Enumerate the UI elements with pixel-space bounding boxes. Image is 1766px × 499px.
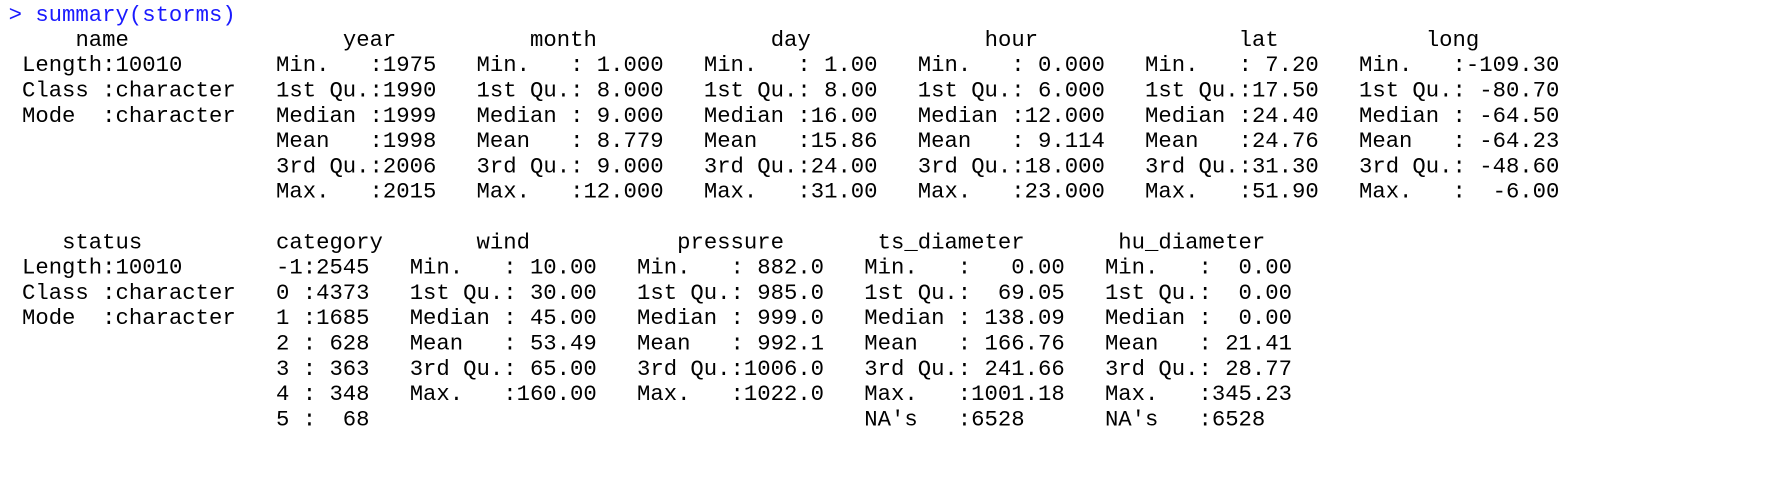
column-header: hour — [985, 27, 1038, 53]
summary-cell: Median : 9.000 — [477, 103, 664, 129]
command-prompt: > summary(storms) — [9, 2, 236, 28]
summary-cell: 4 : 348 — [276, 381, 370, 407]
summary-cell: Min. : 1.000 — [477, 52, 664, 78]
summary-cell: Mean : -64.23 — [1359, 128, 1559, 154]
summary-cell: Length:10010 — [22, 255, 182, 281]
summary-cell: Max. :12.000 — [477, 179, 664, 205]
summary-cell: Min. : 0.000 — [918, 52, 1105, 78]
summary-cell: Min. :-109.30 — [1359, 52, 1559, 78]
summary-cell: Class :character — [22, 280, 236, 306]
summary-cell: NA's :6528 — [864, 406, 1024, 432]
summary-cell: Min. : 10.00 — [410, 255, 597, 281]
summary-cell: Min. : 0.00 — [1105, 255, 1292, 281]
summary-cell: Median :24.40 — [1145, 103, 1319, 129]
column-header: month — [530, 27, 597, 53]
summary-cell: 3 : 363 — [276, 356, 370, 382]
summary-cell: Min. : 882.0 — [637, 255, 824, 281]
summary-cell: Max. : -6.00 — [1359, 179, 1559, 205]
summary-cell: Median :16.00 — [704, 103, 878, 129]
summary-cell: Mode :character — [22, 103, 236, 129]
summary-cell: Max. :1022.0 — [637, 381, 824, 407]
summary-cell: 1st Qu.: 8.000 — [477, 77, 664, 103]
column-header: year — [343, 27, 396, 53]
summary-cell: Mean : 8.779 — [477, 128, 664, 154]
summary-cell: 3rd Qu.: -48.60 — [1359, 153, 1559, 179]
summary-cell: Median : 138.09 — [864, 305, 1064, 331]
summary-cell: Mean :15.86 — [704, 128, 878, 154]
summary-cell: Max. :160.00 — [410, 381, 597, 407]
column-header: long — [1426, 27, 1479, 53]
summary-cell: Median :1999 — [276, 103, 436, 129]
summary-cell: 3rd Qu.:2006 — [276, 153, 436, 179]
summary-cell: 1 :1685 — [276, 305, 370, 331]
column-header: day — [771, 27, 811, 53]
summary-cell: 1st Qu.: -80.70 — [1359, 77, 1559, 103]
summary-cell: 1st Qu.: 6.000 — [918, 77, 1105, 103]
summary-cell: 3rd Qu.:1006.0 — [637, 356, 824, 382]
summary-cell: Median : 45.00 — [410, 305, 597, 331]
summary-cell: 0 :4373 — [276, 280, 370, 306]
summary-cell: Median : -64.50 — [1359, 103, 1559, 129]
summary-cell: Median : 0.00 — [1105, 305, 1292, 331]
column-header: category — [276, 229, 383, 255]
summary-cell: 3rd Qu.: 65.00 — [410, 356, 597, 382]
summary-cell: Median : 999.0 — [637, 305, 824, 331]
column-header: name — [75, 27, 128, 53]
summary-cell: Length:10010 — [22, 52, 182, 78]
summary-cell: Class :character — [22, 77, 236, 103]
column-header: wind — [477, 229, 530, 255]
column-header: hu_diameter — [1118, 229, 1265, 255]
summary-cell: Mean : 21.41 — [1105, 330, 1292, 356]
summary-cell: Max. :51.90 — [1145, 179, 1319, 205]
summary-cell: Mean :1998 — [276, 128, 436, 154]
summary-cell: Mode :character — [22, 305, 236, 331]
summary-cell: Mean : 166.76 — [864, 330, 1064, 356]
summary-cell: Min. : 7.20 — [1145, 52, 1319, 78]
summary-cell: 3rd Qu.: 241.66 — [864, 356, 1064, 382]
summary-cell: Max. :23.000 — [918, 179, 1105, 205]
summary-cell: 1st Qu.: 8.00 — [704, 77, 878, 103]
summary-cell: Mean : 9.114 — [918, 128, 1105, 154]
summary-cell: Mean : 992.1 — [637, 330, 824, 356]
summary-cell: 1st Qu.: 985.0 — [637, 280, 824, 306]
column-header: pressure — [677, 229, 784, 255]
summary-cell: -1:2545 — [276, 255, 370, 281]
summary-cell: Mean : 53.49 — [410, 330, 597, 356]
column-header: status — [62, 229, 142, 255]
summary-cell: NA's :6528 — [1105, 406, 1265, 432]
summary-cell: 3rd Qu.: 9.000 — [477, 153, 664, 179]
summary-cell: 3rd Qu.: 28.77 — [1105, 356, 1292, 382]
summary-cell: 2 : 628 — [276, 330, 370, 356]
summary-cell: 1st Qu.: 0.00 — [1105, 280, 1292, 306]
summary-cell: Max. :1001.18 — [864, 381, 1064, 407]
summary-cell: Min. : 1.00 — [704, 52, 878, 78]
summary-cell: 3rd Qu.:31.30 — [1145, 153, 1319, 179]
summary-cell: 1st Qu.:17.50 — [1145, 77, 1319, 103]
summary-cell: Max. :2015 — [276, 179, 436, 205]
column-header: lat — [1239, 27, 1279, 53]
column-header: ts_diameter — [878, 229, 1025, 255]
summary-cell: Min. :1975 — [276, 52, 436, 78]
summary-cell: 1st Qu.: 30.00 — [410, 280, 597, 306]
summary-cell: 3rd Qu.:24.00 — [704, 153, 878, 179]
summary-cell: Mean :24.76 — [1145, 128, 1319, 154]
summary-cell: 1st Qu.: 69.05 — [864, 280, 1064, 306]
summary-cell: 3rd Qu.:18.000 — [918, 153, 1105, 179]
summary-cell: Min. : 0.00 — [864, 255, 1064, 281]
summary-cell: Max. :31.00 — [704, 179, 878, 205]
summary-cell: 5 : 68 — [276, 406, 370, 432]
summary-cell: Max. :345.23 — [1105, 381, 1292, 407]
summary-cell: 1st Qu.:1990 — [276, 77, 436, 103]
summary-cell: Median :12.000 — [918, 103, 1105, 129]
